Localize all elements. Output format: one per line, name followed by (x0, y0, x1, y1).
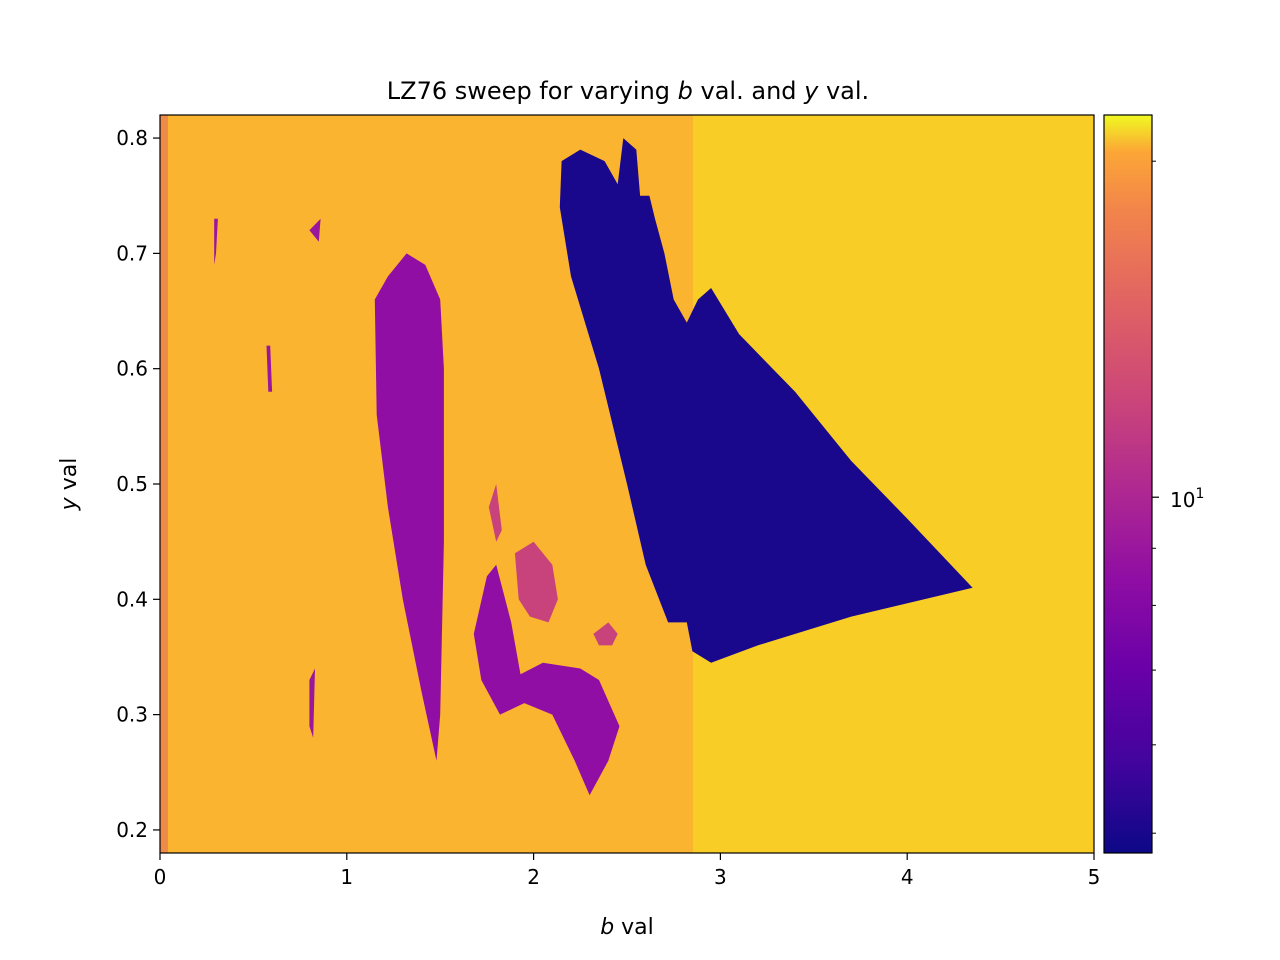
region-streak-2 (266, 345, 273, 392)
x-tick-label: 1 (340, 865, 353, 889)
colorbar: 101 (1103, 114, 1204, 854)
x-tick-label: 3 (714, 865, 727, 889)
x-axis: 0 1 2 3 4 5 (154, 853, 1101, 889)
region-streak-4 (309, 668, 315, 738)
y-axis: 0.2 0.3 0.4 0.5 0.6 0.7 0.8 (116, 126, 160, 842)
x-tick-label: 5 (1088, 865, 1101, 889)
x-tick-label: 0 (154, 865, 167, 889)
y-tick-label: 0.7 (116, 241, 148, 265)
x-tick-label: 2 (527, 865, 540, 889)
chart-title: LZ76 sweep for varying b val. and y val. (387, 77, 869, 105)
region-magenta-patch-right (593, 622, 618, 646)
x-axis-label: b val (600, 915, 654, 940)
heatmap-plot (160, 115, 1094, 853)
colorbar-frame (1103, 114, 1153, 854)
y-tick-label: 0.4 (116, 587, 148, 611)
y-axis-label: y val (57, 458, 82, 512)
region-magenta-patch-high (488, 484, 502, 542)
region-streak-1 (214, 218, 218, 265)
colorbar-major-tick-label: 101 (1170, 486, 1204, 512)
region-large-dark-lobe (559, 138, 973, 663)
heatmap-left-edge (160, 115, 168, 853)
y-tick-label: 0.8 (116, 126, 148, 150)
region-magenta-patch-center (514, 541, 558, 623)
region-purple-lower-wedge (473, 564, 620, 796)
x-tick-label: 4 (901, 865, 914, 889)
y-tick-label: 0.5 (116, 472, 148, 496)
y-tick-label: 0.3 (116, 703, 148, 727)
region-purple-vertical-lobe (374, 253, 444, 761)
region-streak-3 (309, 218, 321, 242)
y-tick-label: 0.6 (116, 357, 148, 381)
colorbar-gradient (1104, 115, 1152, 853)
y-tick-label: 0.2 (116, 818, 148, 842)
